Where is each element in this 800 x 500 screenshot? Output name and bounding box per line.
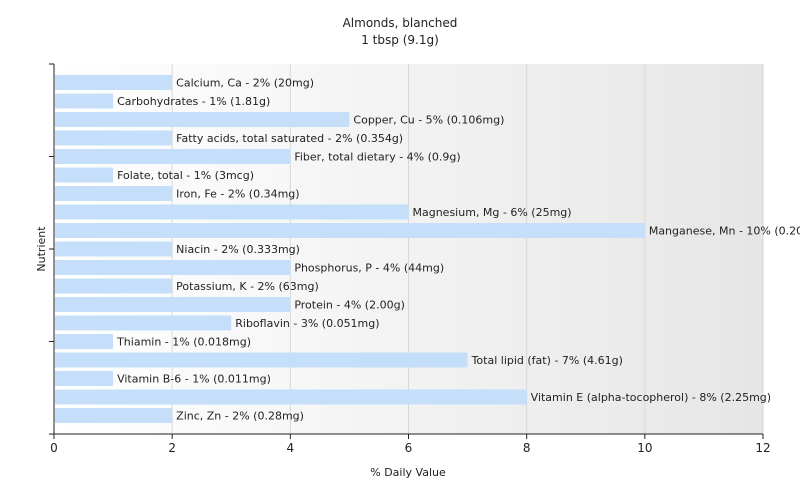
bar (55, 130, 173, 146)
bar (55, 186, 173, 201)
bar-label: Calcium, Ca - 2% (20mg) (176, 77, 314, 90)
x-tick-label: 4 (287, 441, 295, 455)
bar (55, 223, 645, 238)
bar-label: Copper, Cu - 5% (0.106mg) (353, 114, 504, 127)
bar (55, 371, 114, 386)
bar (55, 315, 232, 331)
bar-label: Carbohydrates - 1% (1.81g) (117, 95, 270, 108)
x-tick-label: 6 (405, 441, 413, 455)
chart-subtitle: 1 tbsp (9.1g) (361, 33, 439, 47)
bar (55, 75, 173, 90)
bar-labels: Calcium, Ca - 2% (20mg) Carbohydrates - 1… (116, 77, 800, 423)
bar-label: Iron, Fe - 2% (0.34mg) (176, 188, 299, 201)
bar-label: Vitamin B-6 - 1% (0.011mg) (117, 373, 271, 386)
bars (55, 75, 645, 423)
x-tick-label: 2 (168, 441, 176, 455)
bar-label: Folate, total - 1% (3mcg) (117, 169, 254, 182)
x-ticks: 0 2 4 6 8 10 12 (50, 434, 771, 455)
bar (55, 334, 114, 349)
bar (55, 352, 468, 368)
bar-label: Magnesium, Mg - 6% (25mg) (413, 206, 572, 219)
bar-label: Fatty acids, total saturated - 2% (0.354… (176, 132, 403, 145)
bar (55, 260, 291, 275)
bar (55, 297, 291, 312)
bar (55, 278, 173, 294)
bar-label: Riboflavin - 3% (0.051mg) (235, 317, 379, 330)
y-ticks (49, 63, 54, 435)
bar-label: Total lipid (fat) - 7% (4.61g) (471, 354, 623, 367)
bar-label: Thiamin - 1% (0.018mg) (116, 336, 251, 349)
bar-label: Niacin - 2% (0.333mg) (176, 243, 300, 256)
bar (55, 408, 173, 423)
bar-label: Fiber, total dietary - 4% (0.9g) (294, 151, 460, 164)
chart-title: Almonds, blanched (343, 16, 458, 30)
bar-label: Potassium, K - 2% (63mg) (176, 280, 319, 293)
bar (55, 112, 350, 127)
y-axis-label: Nutrient (35, 226, 48, 272)
bar-label: Protein - 4% (2.00g) (294, 299, 405, 312)
bar-label: Phosphorus, P - 4% (44mg) (294, 262, 444, 275)
x-axis-label: % Daily Value (370, 466, 446, 479)
bar-label: Zinc, Zn - 2% (0.28mg) (176, 410, 304, 423)
bar (55, 93, 114, 109)
x-tick-label: 8 (523, 441, 531, 455)
x-tick-label: 0 (50, 441, 58, 455)
bar (55, 167, 114, 183)
bar-label: Vitamin E (alpha-tocopherol) - 8% (2.25m… (531, 391, 771, 404)
bar (55, 389, 527, 405)
x-tick-label: 10 (637, 441, 652, 455)
x-tick-label: 12 (755, 441, 770, 455)
bar (55, 149, 291, 164)
bar-label: Manganese, Mn - 10% (0.204mg) (649, 225, 800, 238)
bar (55, 241, 173, 257)
bar (55, 204, 409, 220)
